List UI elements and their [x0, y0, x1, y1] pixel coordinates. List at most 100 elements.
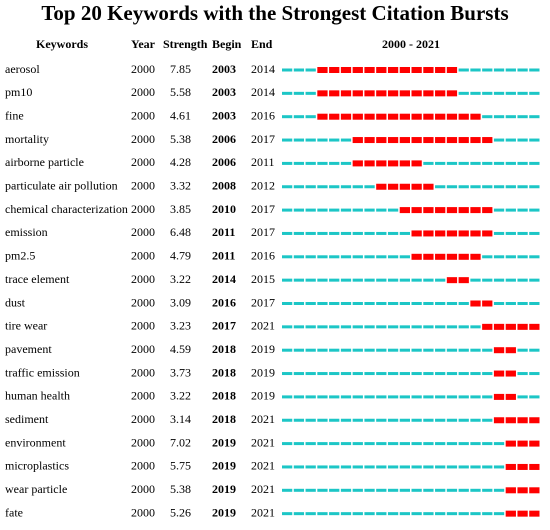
keyword: wear particle	[5, 482, 67, 496]
begin: 2010	[212, 202, 236, 216]
timeline-segment	[482, 161, 493, 165]
timeline-segment	[482, 512, 493, 516]
burst-segment	[423, 183, 434, 190]
strength: 4.61	[170, 108, 191, 122]
timeline-segment	[305, 372, 316, 376]
burst-segment	[529, 487, 540, 494]
timeline-segment	[482, 278, 493, 282]
timeline-segment	[399, 395, 410, 399]
burst-segment	[435, 230, 446, 237]
timeline-segment	[411, 418, 422, 422]
burst-segment	[435, 113, 446, 120]
timeline-segment	[446, 512, 458, 516]
timeline-segment	[282, 302, 293, 305]
timeline-segment	[458, 418, 469, 422]
timeline-segment	[517, 255, 528, 259]
begin: 2018	[212, 389, 236, 403]
burst-segment	[517, 510, 528, 517]
timeline-segment	[317, 395, 328, 399]
timeline-segment	[423, 348, 434, 352]
timeline-segment	[458, 395, 469, 399]
timeline-segment	[435, 278, 446, 282]
header-cell: 2000 - 2021	[382, 37, 440, 51]
burst-segment	[470, 253, 481, 260]
timeline-segment	[529, 255, 540, 259]
year: 2000	[131, 85, 155, 99]
timeline-segment	[305, 465, 316, 469]
timeline-segment	[435, 161, 446, 165]
timeline-segment	[376, 465, 387, 469]
timeline-segment	[317, 208, 328, 212]
timeline-segment	[458, 161, 469, 165]
timeline-segment	[305, 208, 316, 212]
timeline-segment	[435, 302, 446, 305]
burst-segment	[517, 323, 528, 330]
timeline-segment	[435, 488, 446, 492]
keyword: fate	[5, 505, 23, 519]
burst-segment	[423, 253, 434, 260]
timeline-segment	[517, 302, 528, 305]
timeline-segment	[293, 442, 305, 446]
strength: 4.79	[170, 249, 191, 263]
timeline-segment	[305, 488, 316, 492]
timeline-segment	[387, 278, 399, 282]
timeline-segment	[482, 115, 493, 119]
timeline-segment	[423, 442, 434, 446]
burst-segment	[458, 207, 469, 214]
burst-segment	[505, 417, 516, 424]
timeline-segment	[340, 418, 352, 422]
timeline-segment	[387, 302, 399, 305]
burst-segment	[423, 113, 434, 120]
timeline-segment	[376, 512, 387, 516]
timeline-segment	[529, 115, 540, 119]
timeline-segment	[293, 255, 305, 259]
timeline-segment	[352, 418, 363, 422]
timeline-segment	[329, 488, 340, 492]
burst-segment	[411, 160, 422, 167]
timeline-segment	[493, 442, 505, 446]
year: 2000	[131, 249, 155, 263]
year: 2000	[131, 505, 155, 519]
timeline-segment	[399, 465, 410, 469]
timeline-segment	[352, 302, 363, 305]
timeline-segment	[482, 372, 493, 376]
timeline-segment	[352, 348, 363, 352]
timeline-segment	[482, 348, 493, 352]
burst-segment	[493, 347, 505, 354]
timeline-segment	[305, 161, 316, 165]
timeline-segment	[470, 68, 481, 72]
timeline-segment	[387, 372, 399, 376]
timeline-segment	[364, 325, 375, 329]
timeline-segment	[399, 348, 410, 352]
burst-segment	[387, 67, 399, 73]
burst-segment	[470, 230, 481, 237]
burst-segment	[470, 300, 481, 307]
burst-segment	[482, 300, 493, 307]
timeline-segment	[493, 512, 505, 516]
timeline-segment	[340, 185, 352, 189]
timeline-segment	[458, 185, 469, 189]
timeline-segment	[340, 465, 352, 469]
timeline-segment	[340, 372, 352, 376]
timeline-segment	[293, 185, 305, 189]
timeline-segment	[282, 231, 293, 235]
timeline-segment	[282, 418, 293, 422]
year: 2000	[131, 202, 155, 216]
timeline-segment	[317, 325, 328, 329]
timeline-segment	[493, 231, 505, 235]
burst-segment	[411, 113, 422, 120]
timeline-segment	[529, 208, 540, 212]
end: 2021	[251, 482, 275, 496]
strength: 6.48	[170, 225, 191, 239]
timeline-segment	[446, 395, 458, 399]
timeline-segment	[293, 488, 305, 492]
timeline-segment	[329, 185, 340, 189]
timeline-segment	[435, 465, 446, 469]
burst-segment	[470, 113, 481, 120]
timeline-segment	[376, 278, 387, 282]
timeline-segment	[340, 138, 352, 142]
begin: 2003	[212, 85, 236, 99]
timeline-segment	[517, 395, 528, 399]
burst-segment	[352, 113, 363, 120]
